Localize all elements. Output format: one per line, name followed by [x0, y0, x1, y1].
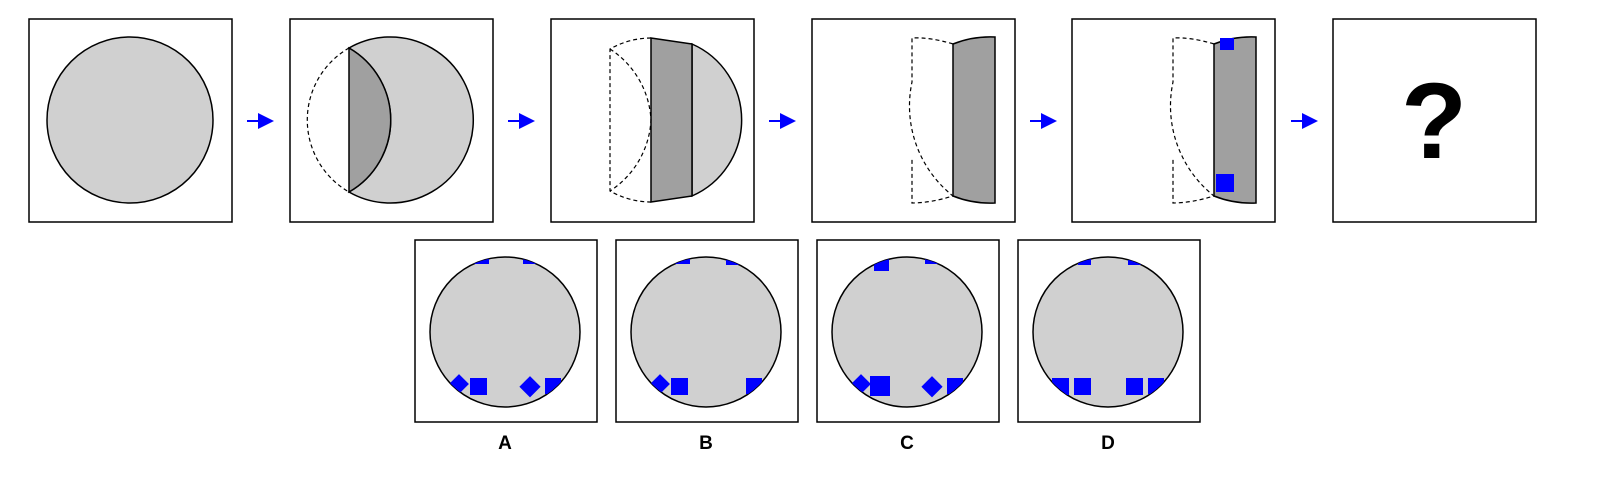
option-a-hole	[470, 378, 487, 395]
option-c-hole	[921, 376, 943, 398]
option-b-hole	[671, 378, 688, 395]
option-d-hole	[1078, 257, 1091, 265]
step-5-panel	[1071, 18, 1276, 223]
option-d-circle	[1032, 256, 1184, 408]
step-4-strip	[952, 36, 996, 204]
step-2-folded-flap	[348, 46, 392, 194]
option-a-hole	[519, 376, 541, 398]
option-a-circle	[429, 256, 581, 408]
question-mark: ?	[1401, 60, 1467, 181]
option-c-circle	[831, 256, 983, 408]
step-6-panel: ?	[1332, 18, 1537, 223]
step-5-dashed-outline	[1169, 37, 1216, 204]
option-b-circle	[630, 256, 782, 408]
step-3-strip	[650, 37, 693, 203]
step-5-hole-bottom	[1216, 174, 1234, 192]
option-a[interactable]	[414, 239, 598, 423]
step-3-right-cap	[691, 42, 743, 198]
option-c-hole	[870, 376, 890, 396]
option-c-label: C	[900, 433, 914, 454]
step-3-panel	[550, 18, 755, 223]
step-3-dashed-outline	[609, 37, 652, 203]
step-5-hole-top	[1220, 38, 1234, 50]
step-1-circle	[46, 36, 214, 204]
step-2-original-outline	[306, 47, 350, 193]
option-b[interactable]	[615, 239, 799, 423]
option-b-label: B	[699, 433, 713, 454]
step-2-panel	[289, 18, 494, 223]
option-c[interactable]	[816, 239, 1000, 423]
option-d-label: D	[1101, 433, 1115, 454]
option-a-label: A	[498, 433, 512, 454]
option-d-hole	[1074, 378, 1091, 395]
step-1-panel	[28, 18, 233, 223]
option-d[interactable]	[1017, 239, 1201, 423]
step-4-panel	[811, 18, 1016, 223]
option-d-hole	[1126, 378, 1143, 395]
step-4-dashed-outline	[908, 37, 955, 204]
